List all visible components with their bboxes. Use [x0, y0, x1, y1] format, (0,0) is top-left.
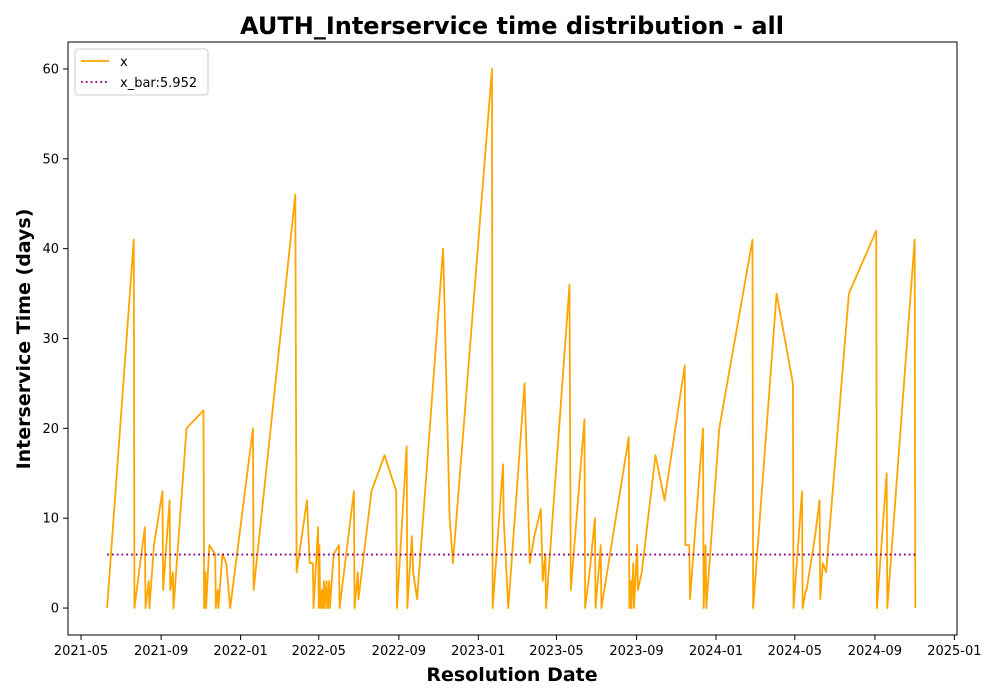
legend-label: x_bar:5.952: [120, 76, 197, 91]
x-tick-label: 2022-01: [213, 644, 267, 659]
x-tick-label: 2022-05: [292, 644, 346, 659]
y-tick-label: 10: [42, 512, 59, 527]
chart-title: AUTH_Interservice time distribution - al…: [240, 12, 784, 40]
y-tick-label: 0: [51, 602, 59, 617]
y-tick-label: 20: [42, 422, 59, 437]
x-tick-label: 2021-09: [134, 644, 188, 659]
y-axis-label: Interservice Time (days): [13, 209, 35, 470]
y-tick-label: 50: [42, 152, 59, 167]
y-tick-label: 30: [42, 332, 59, 347]
x-tick-label: 2023-05: [529, 644, 583, 659]
x-tick-label: 2024-01: [689, 644, 743, 659]
y-tick-label: 40: [42, 242, 59, 257]
x-tick-label: 2025-01: [927, 644, 981, 659]
x-tick-label: 2024-09: [848, 644, 902, 659]
x-tick-label: 2023-01: [451, 644, 505, 659]
x-tick-label: 2023-09: [609, 644, 663, 659]
y-tick-label: 60: [42, 62, 59, 77]
x-tick-label: 2021-05: [54, 644, 108, 659]
x-tick-label: 2024-05: [768, 644, 822, 659]
x-axis-label: Resolution Date: [426, 664, 597, 686]
x-tick-label: 2022-09: [372, 644, 426, 659]
legend-label: x: [120, 55, 128, 70]
legend: x x_bar:5.952: [75, 49, 208, 95]
